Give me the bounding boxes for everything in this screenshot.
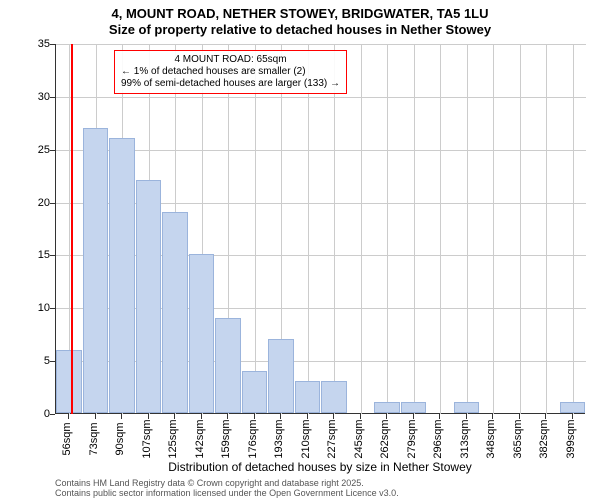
xtick-mark <box>572 414 573 419</box>
gridline-v <box>255 44 256 414</box>
xtick-mark <box>545 414 546 419</box>
xtick-label: 382sqm <box>538 419 550 458</box>
xtick-label: 245sqm <box>353 419 365 458</box>
xtick-label: 107sqm <box>141 419 153 458</box>
xtick-label: 125sqm <box>167 419 179 458</box>
gridline-v <box>334 44 335 414</box>
bar <box>56 350 82 413</box>
xtick-mark <box>280 414 281 419</box>
xtick-mark <box>413 414 414 419</box>
gridline-v <box>520 44 521 414</box>
xtick-mark <box>466 414 467 419</box>
gridline-v <box>361 44 362 414</box>
caption: Contains HM Land Registry data © Crown c… <box>55 479 399 499</box>
xtick-mark <box>386 414 387 419</box>
bar <box>401 402 427 413</box>
ytick-label: 0 <box>10 408 50 420</box>
marker-line <box>71 44 73 414</box>
xtick-label: 193sqm <box>273 419 285 458</box>
bar <box>454 402 480 413</box>
gridline-h <box>56 97 586 98</box>
gridline-v <box>414 44 415 414</box>
gridline-v <box>467 44 468 414</box>
ytick-label: 10 <box>10 302 50 314</box>
ytick-label: 15 <box>10 249 50 261</box>
bar <box>321 381 347 413</box>
xtick-label: 399sqm <box>565 419 577 458</box>
x-axis-label: Distribution of detached houses by size … <box>55 460 585 474</box>
bar <box>83 128 109 413</box>
xtick-label: 348sqm <box>485 419 497 458</box>
gridline-v <box>546 44 547 414</box>
gridline-v <box>573 44 574 414</box>
bar <box>136 180 162 413</box>
xtick-label: 365sqm <box>512 419 524 458</box>
xtick-mark <box>492 414 493 419</box>
xtick-label: 279sqm <box>406 419 418 458</box>
xtick-label: 90sqm <box>114 422 126 455</box>
plot-area: 05101520253035 4 MOUNT ROAD: 65sqm← 1% o… <box>55 44 585 414</box>
xtick-mark <box>68 414 69 419</box>
ytick-label: 5 <box>10 355 50 367</box>
xtick-label: 142sqm <box>194 419 206 458</box>
xtick-mark <box>121 414 122 419</box>
xtick-label: 296sqm <box>432 419 444 458</box>
chart-subtitle: Size of property relative to detached ho… <box>0 22 600 38</box>
annotation-box: 4 MOUNT ROAD: 65sqm← 1% of detached hous… <box>114 50 347 94</box>
xtick-mark <box>95 414 96 419</box>
ytick-mark <box>50 414 55 415</box>
xtick-label: 262sqm <box>379 419 391 458</box>
xtick-mark <box>519 414 520 419</box>
bar <box>295 381 321 413</box>
caption-line-2: Contains public sector information licen… <box>55 489 399 499</box>
xtick-label: 176sqm <box>247 419 259 458</box>
gridline-v <box>440 44 441 414</box>
bar <box>162 212 188 413</box>
chart-container: 4, MOUNT ROAD, NETHER STOWEY, BRIDGWATER… <box>0 0 600 500</box>
ytick-label: 35 <box>10 38 50 50</box>
xtick-mark <box>148 414 149 419</box>
xtick-label: 159sqm <box>220 419 232 458</box>
xtick-mark <box>307 414 308 419</box>
annotation-line: 99% of semi-detached houses are larger (… <box>121 78 340 90</box>
bar <box>374 402 400 413</box>
bar <box>109 138 135 413</box>
bar <box>560 402 586 413</box>
xtick-mark <box>360 414 361 419</box>
xtick-mark <box>254 414 255 419</box>
gridline-h <box>56 150 586 151</box>
bar <box>242 371 268 413</box>
xtick-mark <box>439 414 440 419</box>
gridline-v <box>493 44 494 414</box>
bar <box>215 318 241 413</box>
gridline-v <box>308 44 309 414</box>
xtick-label: 210sqm <box>300 419 312 458</box>
xtick-mark <box>227 414 228 419</box>
xtick-label: 56sqm <box>61 422 73 455</box>
xtick-label: 73sqm <box>88 422 100 455</box>
annotation-line: ← 1% of detached houses are smaller (2) <box>121 66 340 78</box>
annotation-line: 4 MOUNT ROAD: 65sqm <box>121 54 340 66</box>
xtick-label: 227sqm <box>326 419 338 458</box>
bar <box>268 339 294 413</box>
chart-title: 4, MOUNT ROAD, NETHER STOWEY, BRIDGWATER… <box>0 0 600 22</box>
ytick-label: 25 <box>10 144 50 156</box>
ytick-label: 30 <box>10 91 50 103</box>
xtick-mark <box>201 414 202 419</box>
gridline-h <box>56 44 586 45</box>
xtick-label: 313sqm <box>459 419 471 458</box>
bar <box>189 254 215 413</box>
xtick-mark <box>333 414 334 419</box>
xtick-mark <box>174 414 175 419</box>
gridline-v <box>387 44 388 414</box>
ytick-label: 20 <box>10 197 50 209</box>
plot: 4 MOUNT ROAD: 65sqm← 1% of detached hous… <box>55 44 585 414</box>
